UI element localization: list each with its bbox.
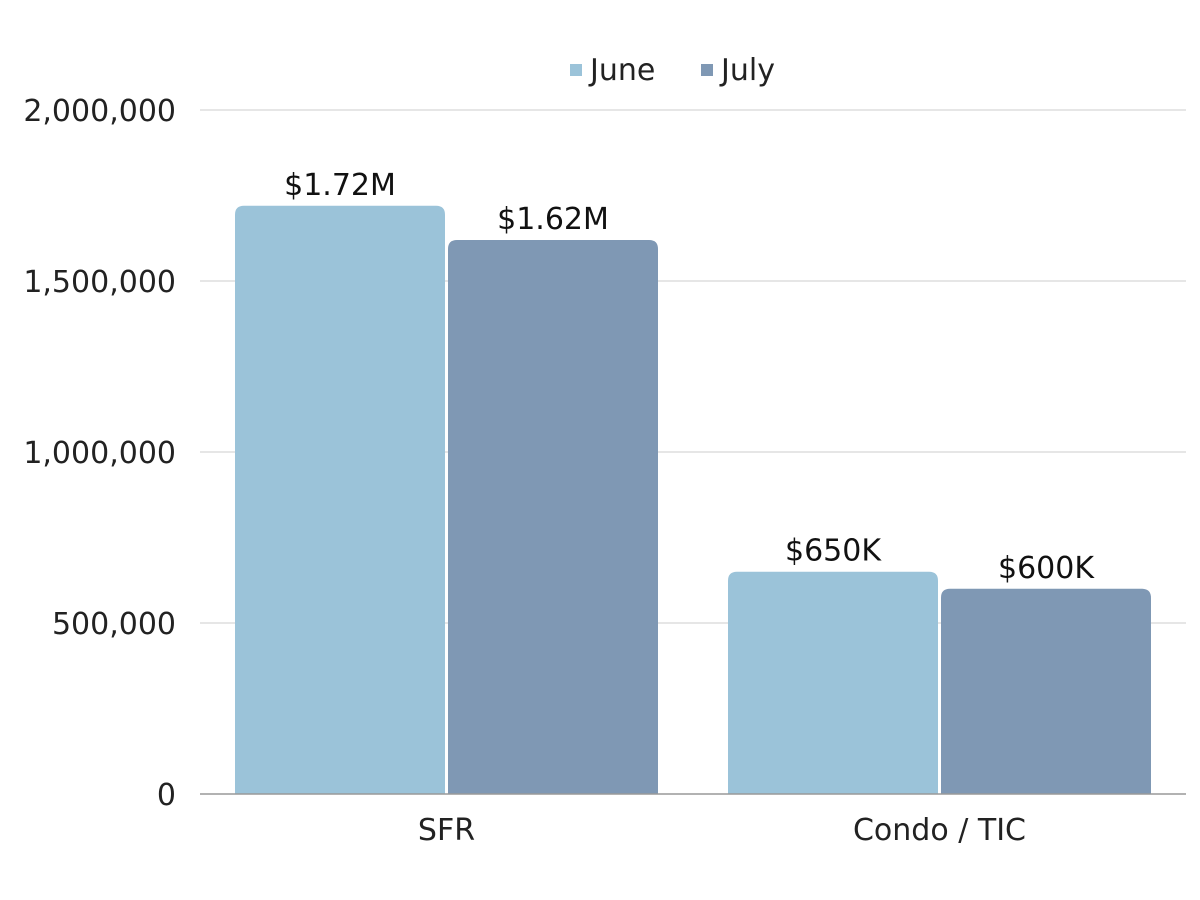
y-tick-label: 1,000,000 <box>23 436 176 471</box>
legend-swatch-june <box>570 64 582 76</box>
data-label: $600K <box>998 551 1095 586</box>
bars <box>235 205 1151 794</box>
y-axis-ticks: 0 500,000 1,000,000 1,500,000 2,000,000 <box>23 94 176 813</box>
bar-july-sfr <box>448 239 658 794</box>
x-axis: SFR Condo / TIC <box>200 793 1186 848</box>
bar-june-condo-tic <box>728 571 938 794</box>
y-tick-label: 2,000,000 <box>23 94 176 129</box>
legend[interactable]: June July <box>570 53 775 88</box>
legend-swatch-july <box>701 64 713 76</box>
data-label: $650K <box>785 534 882 569</box>
y-tick-label: 0 <box>157 778 176 813</box>
legend-item-july[interactable]: July <box>701 53 775 88</box>
bar-july-condo-tic <box>941 588 1151 794</box>
y-tick-label: 500,000 <box>52 607 176 642</box>
y-tick-label: 1,500,000 <box>23 265 176 300</box>
data-label: $1.72M <box>284 168 396 203</box>
legend-label-june: June <box>588 53 655 88</box>
x-category-label: SFR <box>418 813 475 848</box>
data-label: $1.62M <box>497 202 609 237</box>
bar-june-sfr <box>235 205 445 794</box>
data-labels: $1.72M $1.62M $650K $600K <box>284 168 1095 586</box>
legend-label-july: July <box>719 53 775 88</box>
x-category-label: Condo / TIC <box>853 813 1026 848</box>
legend-item-june[interactable]: June <box>570 53 655 88</box>
